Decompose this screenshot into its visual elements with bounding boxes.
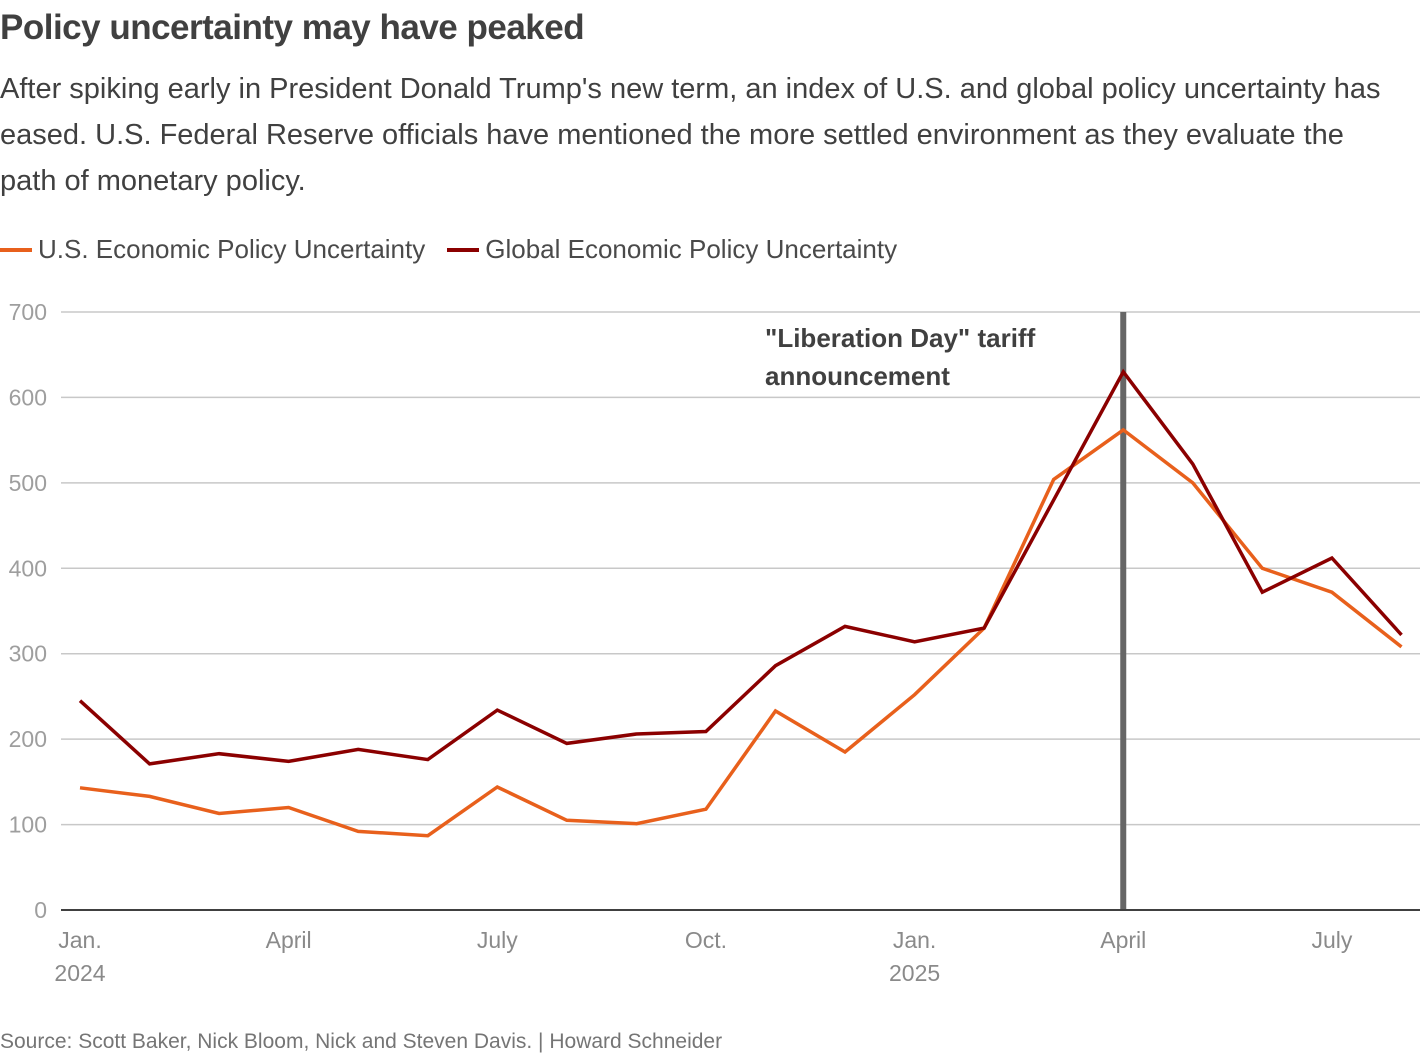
y-tick-label-100: 100 bbox=[9, 812, 47, 838]
series-line-us bbox=[79, 427, 1403, 838]
x-tick-sublabel: 2024 bbox=[54, 960, 105, 986]
legend-swatch-global bbox=[447, 247, 480, 252]
legend-label-global: Global Economic Policy Uncertainty bbox=[485, 234, 898, 264]
x-tick-label: Jan. bbox=[58, 927, 101, 953]
x-tick-label: Oct. bbox=[685, 927, 727, 953]
y-tick-label-700: 700 bbox=[9, 299, 47, 325]
y-axis: 0 100 200 300 400 500 600 700 bbox=[9, 299, 47, 923]
x-axis: Jan. 2024 April July Oct. Jan. 2025 April July bbox=[54, 909, 1420, 986]
y-tick-label-500: 500 bbox=[9, 470, 47, 496]
y-tick-label-600: 600 bbox=[9, 384, 47, 410]
y-tick-label-300: 300 bbox=[9, 641, 47, 667]
gridlines bbox=[61, 311, 1420, 826]
legend-item-us: U.S. Economic Policy Uncertainty bbox=[0, 234, 425, 265]
chart-title: Policy uncertainty may have peaked bbox=[0, 8, 585, 47]
legend: U.S. Economic Policy Uncertainty Global … bbox=[0, 234, 919, 265]
chart-subtitle: After spiking early in President Donald … bbox=[0, 73, 1381, 197]
legend-swatch-us bbox=[0, 247, 32, 252]
x-tick-sublabel: 2025 bbox=[889, 960, 940, 986]
series-lines bbox=[78, 368, 1403, 838]
annotation: "Liberation Day" tariff announcement bbox=[765, 323, 1036, 391]
legend-item-global: Global Economic Policy Uncertainty bbox=[447, 234, 897, 265]
y-tick-label-0: 0 bbox=[34, 897, 47, 923]
series-line-global bbox=[78, 368, 1403, 766]
source-note: Source: Scott Baker, Nick Bloom, Nick an… bbox=[0, 1030, 723, 1053]
x-tick-label: July bbox=[1311, 927, 1352, 953]
x-tick-label: July bbox=[477, 927, 518, 953]
legend-label-us: U.S. Economic Policy Uncertainty bbox=[38, 234, 426, 264]
x-tick-label: April bbox=[266, 927, 312, 953]
y-tick-label-400: 400 bbox=[9, 555, 47, 581]
y-tick-label-200: 200 bbox=[9, 726, 47, 752]
annotation-label-line: "Liberation Day" tariff bbox=[765, 323, 1036, 353]
annotation-label-line: announcement bbox=[765, 361, 950, 391]
x-tick-label: April bbox=[1100, 927, 1146, 953]
x-tick-label: Jan. bbox=[893, 927, 936, 953]
